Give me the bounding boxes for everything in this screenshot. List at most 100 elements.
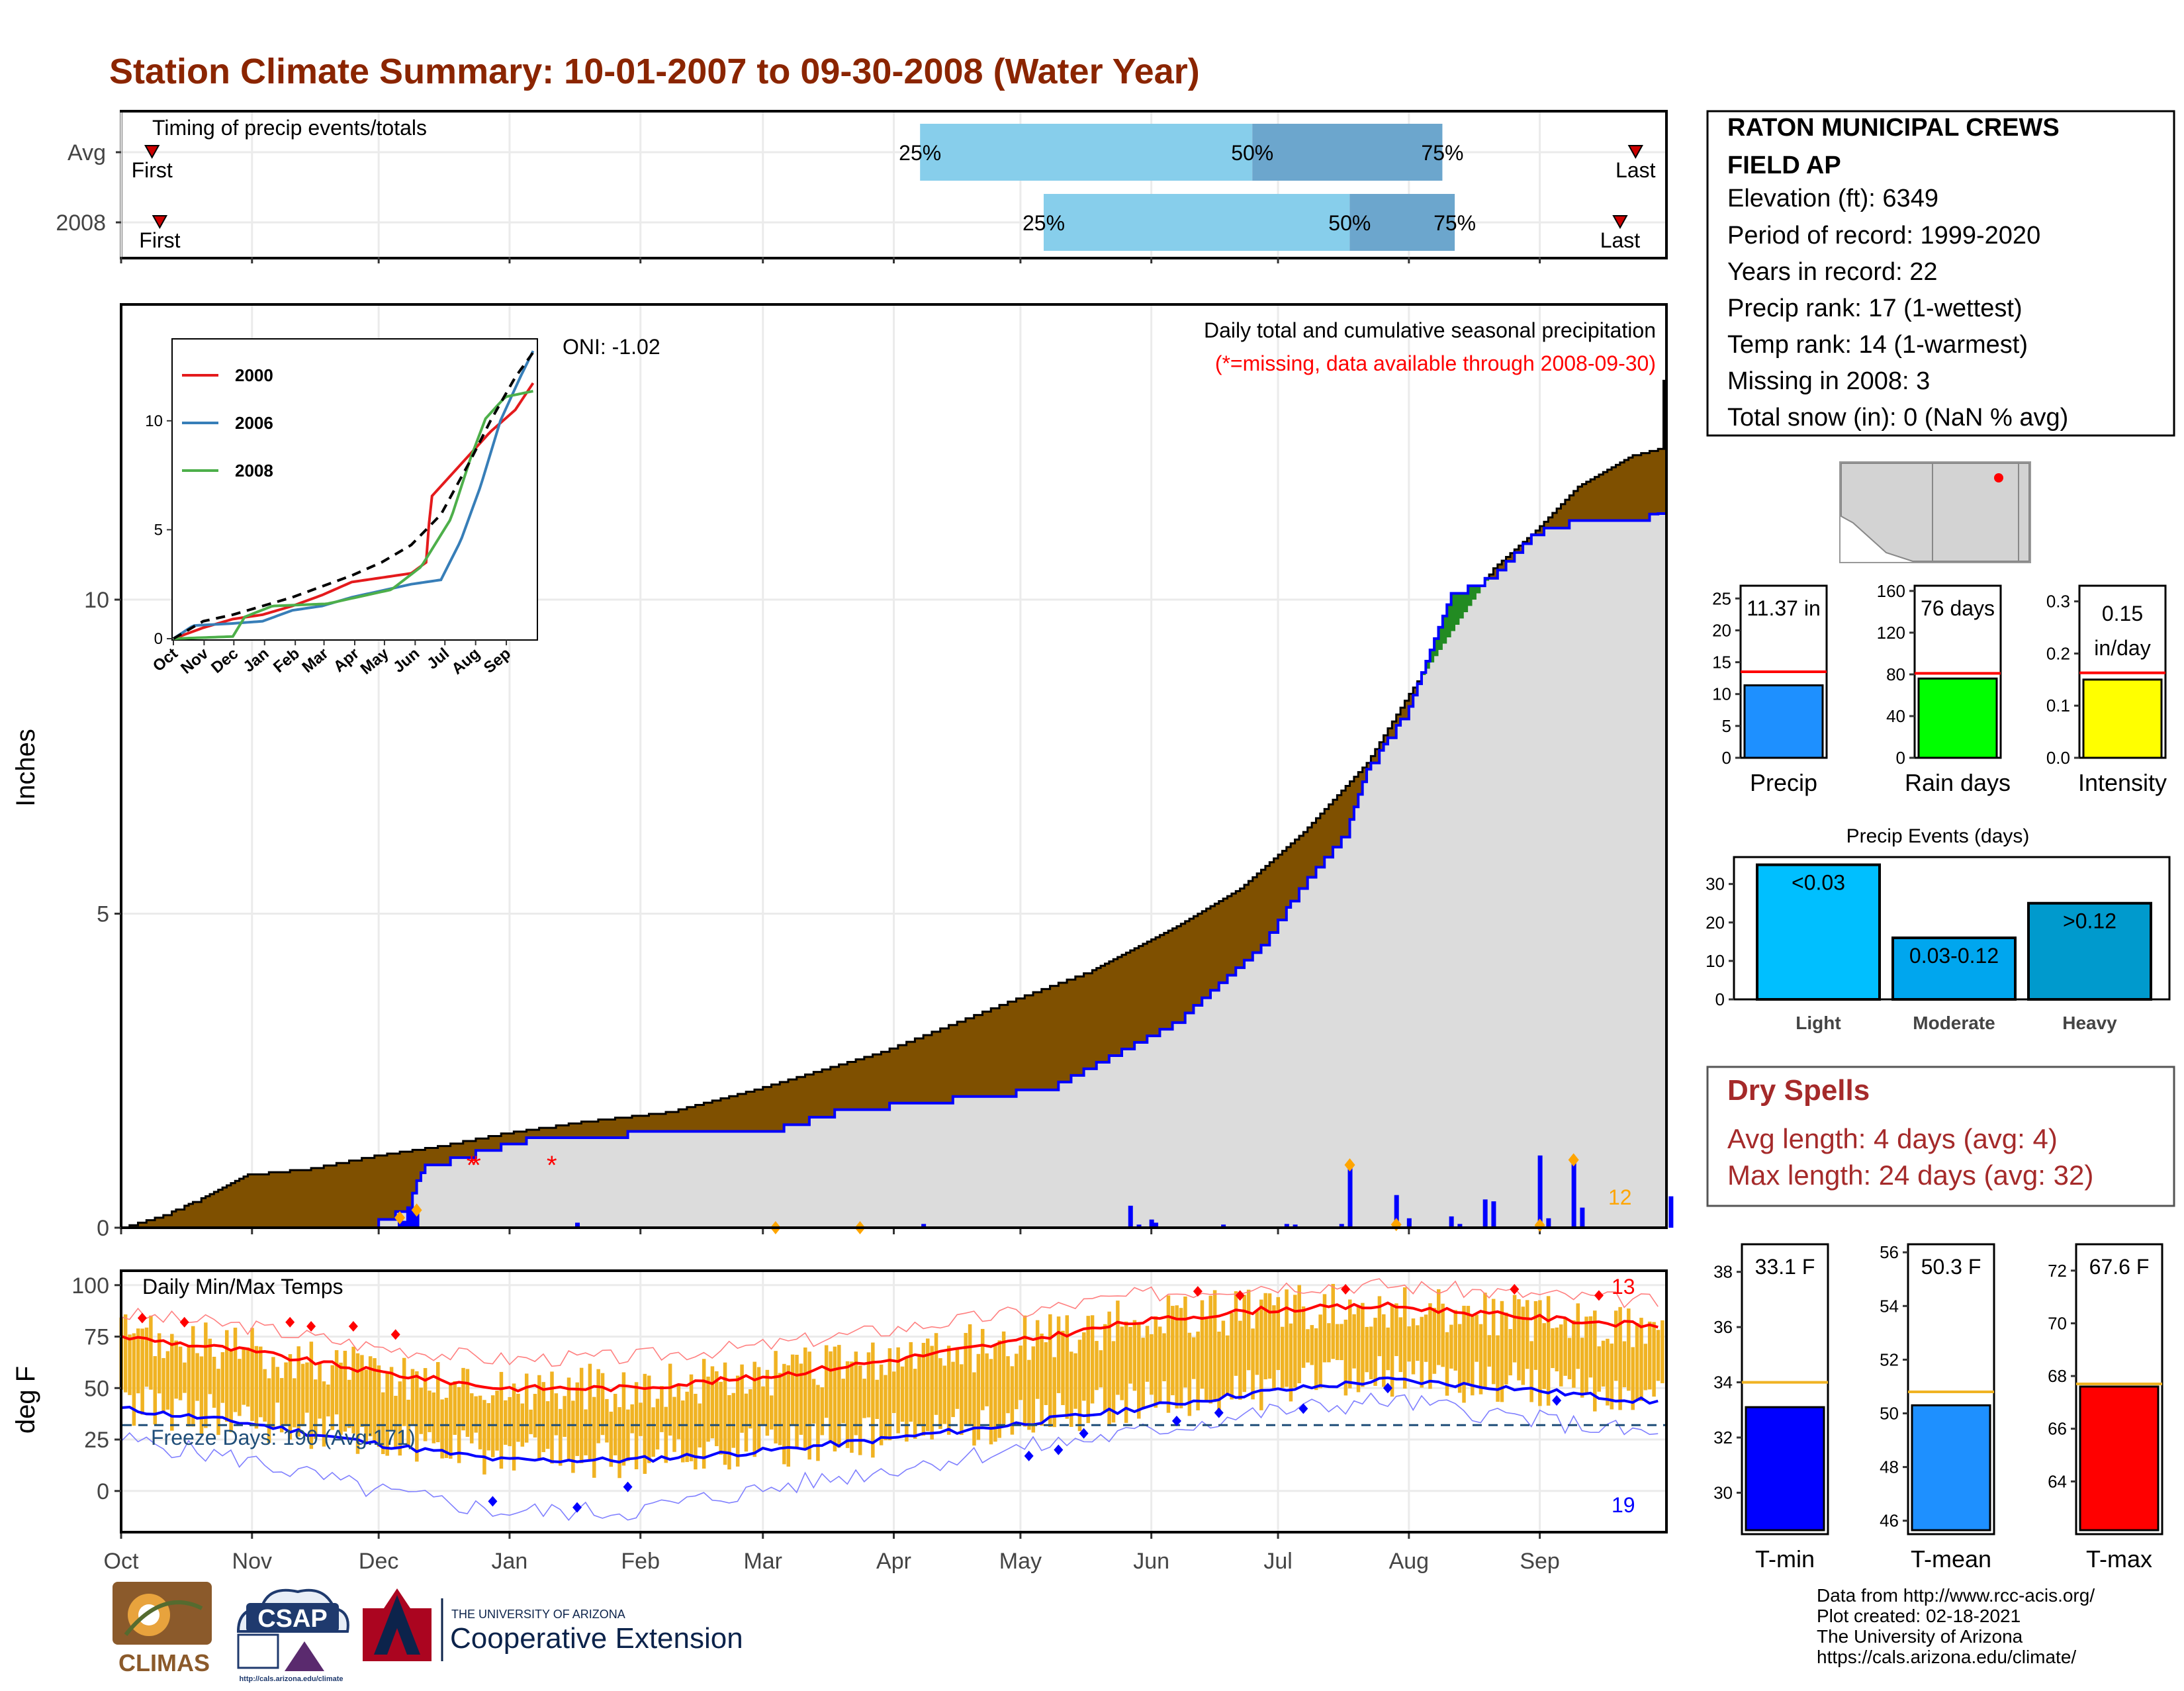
csap-logo: CSAP http://cals.arizona.edu/climate [236, 1588, 349, 1683]
daily-temp-bar [199, 1356, 204, 1435]
daily-temp-bar [486, 1402, 491, 1451]
daily-temp-bar [643, 1373, 647, 1474]
dry-spells-box: Dry Spells Avg length: 4 days (avg: 4) M… [1706, 1066, 2175, 1207]
daily-temp-bar [1584, 1316, 1588, 1395]
daily-temp-bar [1035, 1320, 1040, 1399]
daily-temp-bar [191, 1326, 195, 1427]
daily-temp-bar [1212, 1290, 1217, 1402]
summary-label-precip: Precip [1750, 769, 1817, 796]
temp-bar-tick-label: 54 [1880, 1296, 1899, 1316]
record-high-marker [137, 1312, 147, 1324]
daily-precip-bar [1149, 1219, 1154, 1228]
daily-temp-bar [1314, 1328, 1318, 1391]
daily-temp-bar [1559, 1324, 1563, 1387]
daily-temp-bar [524, 1373, 529, 1443]
page-title: Station Climate Summary: 10-01-2007 to 0… [109, 52, 1200, 91]
station-line-years: Years in record: 22 [1727, 258, 1938, 286]
month-label: Dec [359, 1549, 398, 1574]
footer-line-url: https://cals.arizona.edu/climate/ [1817, 1647, 2076, 1667]
event-category-label: Heavy [2062, 1013, 2117, 1033]
daily-temp-bar [778, 1373, 782, 1445]
events-tick-label: 30 [1706, 874, 1725, 894]
month-label: Oct [104, 1549, 139, 1574]
daily-temp-bar [1171, 1306, 1175, 1396]
daily-temp-bar [263, 1369, 267, 1422]
daily-temp-bar [596, 1369, 600, 1443]
temp-bar-tick-label: 30 [1713, 1483, 1733, 1502]
daily-precip-bar [575, 1222, 580, 1228]
daily-temp-bar [508, 1396, 512, 1447]
daily-temp-bar [1095, 1341, 1099, 1391]
record-high-marker [1341, 1283, 1351, 1295]
summary-tick-label: 0 [1896, 748, 1905, 768]
daily-temp-bar [837, 1345, 841, 1448]
daily-temp-bar [128, 1334, 132, 1395]
daily-temp-bar [575, 1382, 580, 1456]
csap-logo-text: CSAP [257, 1605, 328, 1633]
daily-temp-bar [579, 1367, 584, 1463]
month-label: Jul [1263, 1549, 1292, 1574]
daily-temp-bar [727, 1394, 731, 1470]
daily-temp-bar [449, 1384, 453, 1459]
daily-temp-bar [157, 1333, 161, 1394]
station-line-elevation: Elevation (ft): 6349 [1727, 185, 1938, 212]
daily-temp-bar [1103, 1324, 1107, 1412]
daily-temp-bar [639, 1402, 643, 1436]
events-tick-label: 0 [1715, 989, 1725, 1009]
daily-precip-bar [1221, 1224, 1226, 1228]
daily-temp-bar [875, 1379, 879, 1419]
daily-temp-bar [926, 1338, 930, 1432]
daily-precip-bar [1457, 1224, 1463, 1228]
daily-temp-bar [1166, 1295, 1171, 1413]
station-line-snow: Total snow (in): 0 (NaN % avg) [1727, 404, 2068, 432]
daily-temp-bar [1340, 1324, 1343, 1361]
daily-temp-bar [1411, 1318, 1416, 1375]
precip-daily-bars [394, 1153, 1674, 1234]
daily-temp-bar [1069, 1351, 1073, 1427]
daily-temp-bar [858, 1365, 862, 1455]
daily-temp-bar [1255, 1310, 1259, 1375]
daily-temp-bar [512, 1383, 516, 1471]
y-tick-label: 50 [84, 1376, 109, 1401]
footer-line-created: Plot created: 02-18-2021 [1817, 1606, 2021, 1626]
month-label: Apr [876, 1549, 911, 1574]
inset-y-label: 5 [154, 521, 163, 539]
temp-title: Daily Min/Max Temps [142, 1275, 343, 1299]
daily-temp-bar [824, 1345, 829, 1418]
precip-y-axis: 0 5 10 [84, 588, 121, 1241]
dry-spells-title: Dry Spells [1727, 1074, 1870, 1107]
daily-temp-bar [318, 1363, 322, 1419]
daily-temp-bar [1251, 1328, 1255, 1400]
daily-temp-bar [1297, 1285, 1301, 1384]
daily-temp-bar [1073, 1353, 1077, 1409]
daily-temp-bar [841, 1379, 845, 1424]
daily-temp-bar [238, 1359, 242, 1416]
daily-temp-bar [334, 1350, 339, 1415]
daily-temp-bar [402, 1357, 406, 1426]
daily-temp-bar [689, 1374, 694, 1461]
daily-temp-bar [1512, 1295, 1517, 1363]
average-min-line [120, 1376, 1659, 1464]
summary-value-intensity-2: in/day [2094, 636, 2150, 660]
daily-temp-bar [1267, 1293, 1272, 1379]
summary-tick-label: 0.3 [2046, 592, 2070, 612]
daily-temp-bar [681, 1400, 685, 1463]
record-low-marker [1171, 1416, 1181, 1427]
daily-temp-bar [731, 1393, 736, 1448]
daily-temp-bar [1394, 1303, 1398, 1356]
daily-temp-bar [866, 1352, 871, 1418]
daily-temp-bar [1023, 1315, 1027, 1427]
daily-temp-bar [1656, 1330, 1661, 1381]
daily-precip-bar [1406, 1218, 1412, 1228]
daily-precip-bar [410, 1212, 416, 1228]
timing-rows: 25% 50% 75% First Last 25% 50% 75% First Last [116, 124, 1656, 252]
daily-temp-bar [630, 1404, 634, 1434]
daily-temp-bar [355, 1353, 360, 1454]
temp-bar-value-min: 33.1 F [1755, 1255, 1815, 1279]
daily-temp-bar [968, 1324, 972, 1425]
daily-temp-bar [296, 1346, 300, 1437]
daily-temp-bar [1445, 1332, 1449, 1396]
daily-temp-bar [1285, 1289, 1289, 1387]
station-line-period: Period of record: 1999-2020 [1727, 222, 2040, 250]
precip-events-title: Precip Events (days) [1846, 825, 2030, 847]
